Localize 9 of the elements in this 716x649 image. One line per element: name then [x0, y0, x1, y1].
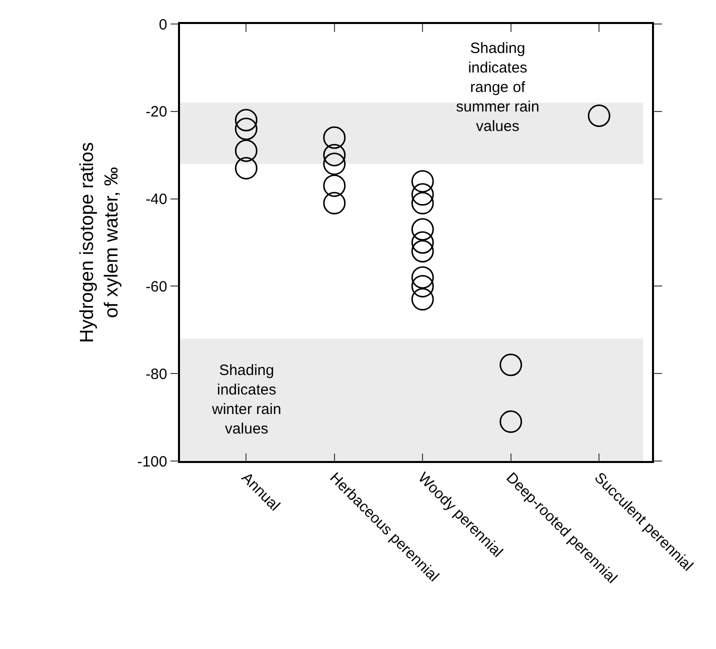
band-label: Shading indicates winter rain values	[211, 362, 282, 438]
y-tick-label: 0	[158, 16, 168, 34]
y-tick-label: -40	[146, 191, 168, 208]
y-tick-label: -60	[146, 278, 168, 296]
y-tick-label: -100	[137, 453, 168, 470]
y-tick-label: -80	[146, 366, 168, 383]
y-axis-title: Hydrogen isotope ratios of xylem water, ‰	[76, 142, 123, 343]
y-tick-label: -20	[146, 104, 168, 121]
band-label: Shading indicates range of summer rain values	[456, 40, 540, 135]
